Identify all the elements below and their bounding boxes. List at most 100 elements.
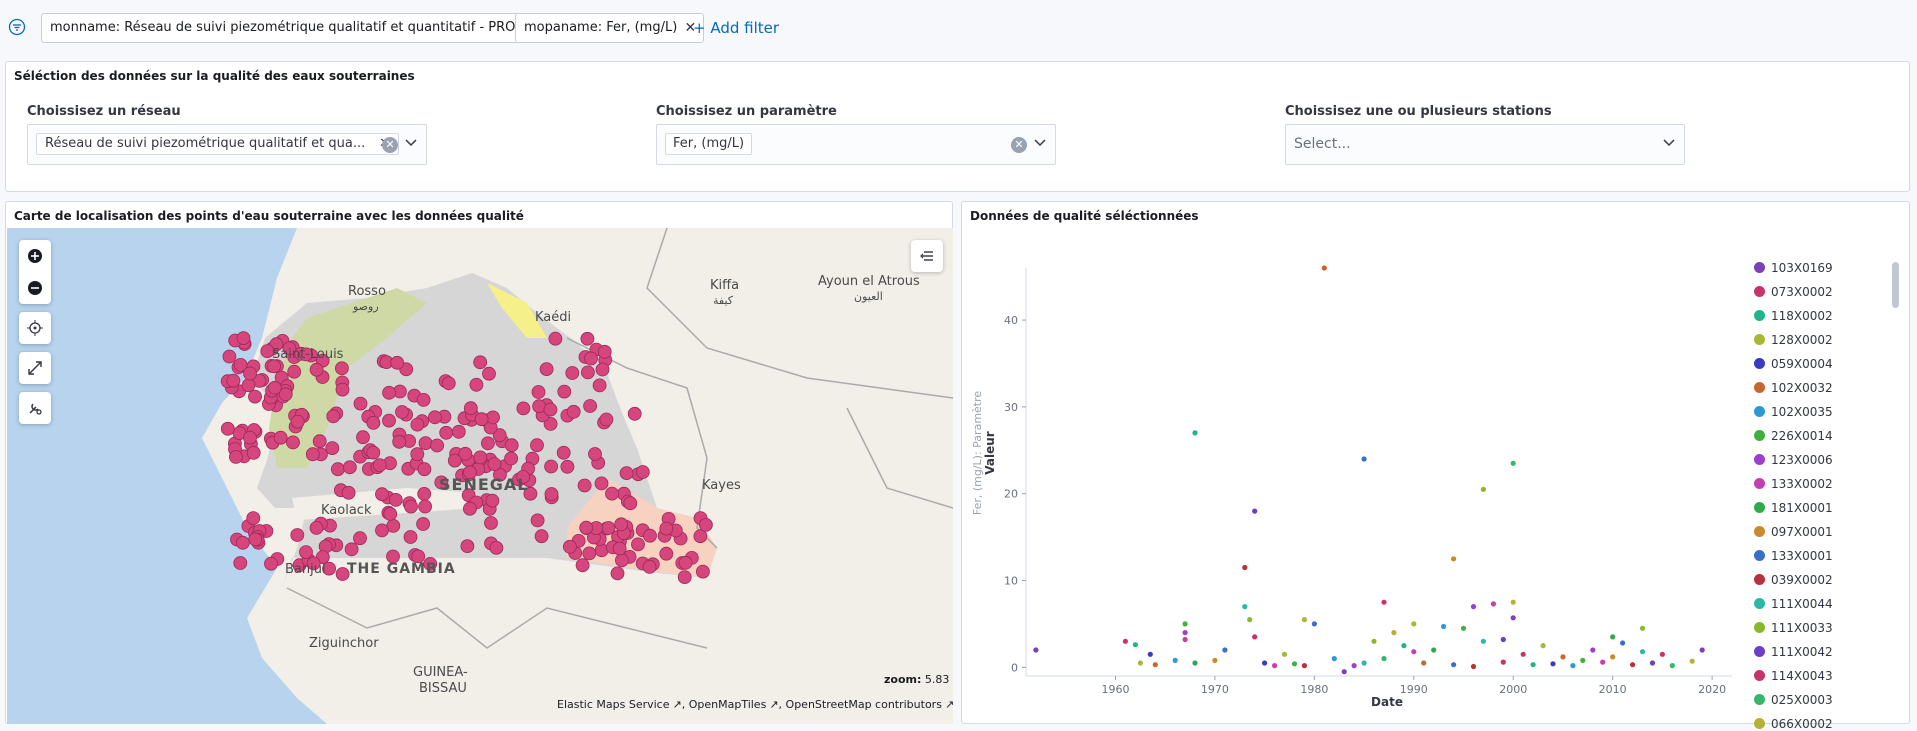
- scatter-chart[interactable]: 0 10 20 30 40 1960 1970 1980 1990 2000 2010 2020 Fe…: [962, 228, 1908, 731]
- map-point[interactable]: [382, 413, 396, 428]
- map-point[interactable]: [623, 496, 638, 511]
- data-point[interactable]: [1550, 661, 1556, 667]
- data-point[interactable]: [1132, 642, 1138, 648]
- map-point[interactable]: [693, 529, 708, 544]
- legend-item[interactable]: 118X0002: [1754, 309, 1833, 323]
- data-point[interactable]: [1252, 634, 1258, 640]
- map-point[interactable]: [305, 447, 320, 462]
- map-point[interactable]: [299, 545, 313, 560]
- map-point[interactable]: [566, 404, 581, 419]
- map-point[interactable]: [612, 541, 627, 556]
- data-point[interactable]: [1212, 657, 1218, 663]
- map-point[interactable]: [588, 447, 602, 461]
- map-point[interactable]: [544, 487, 559, 501]
- attribution-link[interactable]: Elastic Maps Service: [557, 698, 670, 711]
- legend-item[interactable]: 123X0006: [1754, 453, 1833, 467]
- map-point[interactable]: [530, 513, 545, 528]
- data-point[interactable]: [1480, 486, 1486, 492]
- map-point[interactable]: [356, 430, 370, 445]
- map-point[interactable]: [492, 428, 507, 443]
- legend-item[interactable]: 025X0003: [1754, 693, 1833, 707]
- map-point[interactable]: [557, 384, 572, 399]
- legend-item[interactable]: 059X0004: [1754, 357, 1833, 371]
- legend-item[interactable]: 111X0044: [1754, 597, 1833, 611]
- map-point[interactable]: [597, 344, 612, 359]
- map-point[interactable]: [463, 401, 478, 416]
- data-point[interactable]: [1649, 660, 1656, 666]
- data-point[interactable]: [1510, 615, 1516, 621]
- map-point[interactable]: [447, 453, 462, 468]
- map-point[interactable]: [434, 475, 449, 490]
- map-point[interactable]: [627, 406, 642, 421]
- stations-combobox[interactable]: Select...: [1285, 124, 1685, 165]
- map-point[interactable]: [548, 331, 563, 346]
- data-point[interactable]: [1242, 564, 1248, 571]
- map-point[interactable]: [544, 459, 558, 474]
- zoom-out-button[interactable]: [19, 272, 51, 304]
- map-point[interactable]: [460, 539, 475, 554]
- map-point[interactable]: [504, 451, 519, 466]
- map-point[interactable]: [228, 449, 243, 464]
- map-point[interactable]: [473, 355, 488, 370]
- data-point[interactable]: [1391, 630, 1397, 636]
- map-point[interactable]: [260, 344, 275, 358]
- map-point[interactable]: [342, 460, 357, 475]
- data-point[interactable]: [1490, 601, 1496, 607]
- data-point[interactable]: [1540, 643, 1546, 649]
- map-point[interactable]: [531, 385, 546, 399]
- data-point[interactable]: [1182, 636, 1188, 643]
- map-point[interactable]: [226, 373, 241, 388]
- map-point[interactable]: [236, 331, 251, 345]
- clear-icon[interactable]: ✕: [382, 137, 398, 153]
- map-point[interactable]: [278, 387, 293, 402]
- data-point[interactable]: [1137, 660, 1143, 666]
- data-point[interactable]: [1272, 663, 1278, 669]
- map-point[interactable]: [439, 425, 454, 440]
- data-point[interactable]: [1480, 638, 1486, 644]
- data-point[interactable]: [1222, 647, 1228, 653]
- map-point[interactable]: [353, 531, 367, 546]
- map-point[interactable]: [306, 556, 321, 571]
- attribution-link[interactable]: OpenMapTiles: [688, 698, 767, 711]
- data-point[interactable]: [1341, 669, 1347, 675]
- map-point[interactable]: [696, 564, 710, 579]
- legend-item[interactable]: 114X0043: [1754, 669, 1833, 683]
- data-point[interactable]: [1262, 660, 1268, 666]
- map-point[interactable]: [441, 376, 456, 391]
- data-point[interactable]: [1530, 662, 1536, 668]
- data-point[interactable]: [1590, 647, 1596, 653]
- map-point[interactable]: [523, 486, 538, 501]
- legend-item[interactable]: 133X0002: [1754, 477, 1833, 491]
- data-point[interactable]: [1252, 508, 1258, 514]
- map-point[interactable]: [423, 556, 438, 571]
- map-point[interactable]: [248, 532, 263, 547]
- legend-item[interactable]: 066X0002: [1754, 717, 1833, 731]
- map-point[interactable]: [430, 438, 445, 453]
- map-point[interactable]: [290, 528, 305, 542]
- tools-button[interactable]: [19, 392, 51, 424]
- map-point[interactable]: [458, 446, 473, 461]
- data-point[interactable]: [1500, 659, 1506, 665]
- data-point[interactable]: [1520, 651, 1526, 657]
- map-point[interactable]: [581, 365, 595, 380]
- data-point[interactable]: [1247, 617, 1253, 623]
- data-point[interactable]: [1659, 651, 1665, 657]
- map-point[interactable]: [487, 457, 502, 472]
- data-point[interactable]: [1192, 660, 1198, 666]
- data-point[interactable]: [1470, 663, 1477, 670]
- data-point[interactable]: [1470, 604, 1477, 610]
- map-point[interactable]: [583, 399, 597, 413]
- data-point[interactable]: [1281, 651, 1288, 657]
- map-point[interactable]: [595, 362, 610, 377]
- map-point[interactable]: [341, 485, 356, 500]
- map-point[interactable]: [516, 401, 531, 416]
- data-point[interactable]: [1451, 662, 1457, 668]
- map-point[interactable]: [299, 347, 314, 362]
- data-point[interactable]: [1699, 647, 1705, 653]
- layer-legend-toggle[interactable]: [911, 240, 943, 272]
- map-point[interactable]: [584, 351, 598, 366]
- map-point[interactable]: [516, 469, 530, 484]
- map-point[interactable]: [334, 361, 349, 376]
- filter-pill-monname[interactable]: monname: Réseau de suivi piezométrique q…: [41, 13, 578, 43]
- map-point[interactable]: [366, 445, 381, 460]
